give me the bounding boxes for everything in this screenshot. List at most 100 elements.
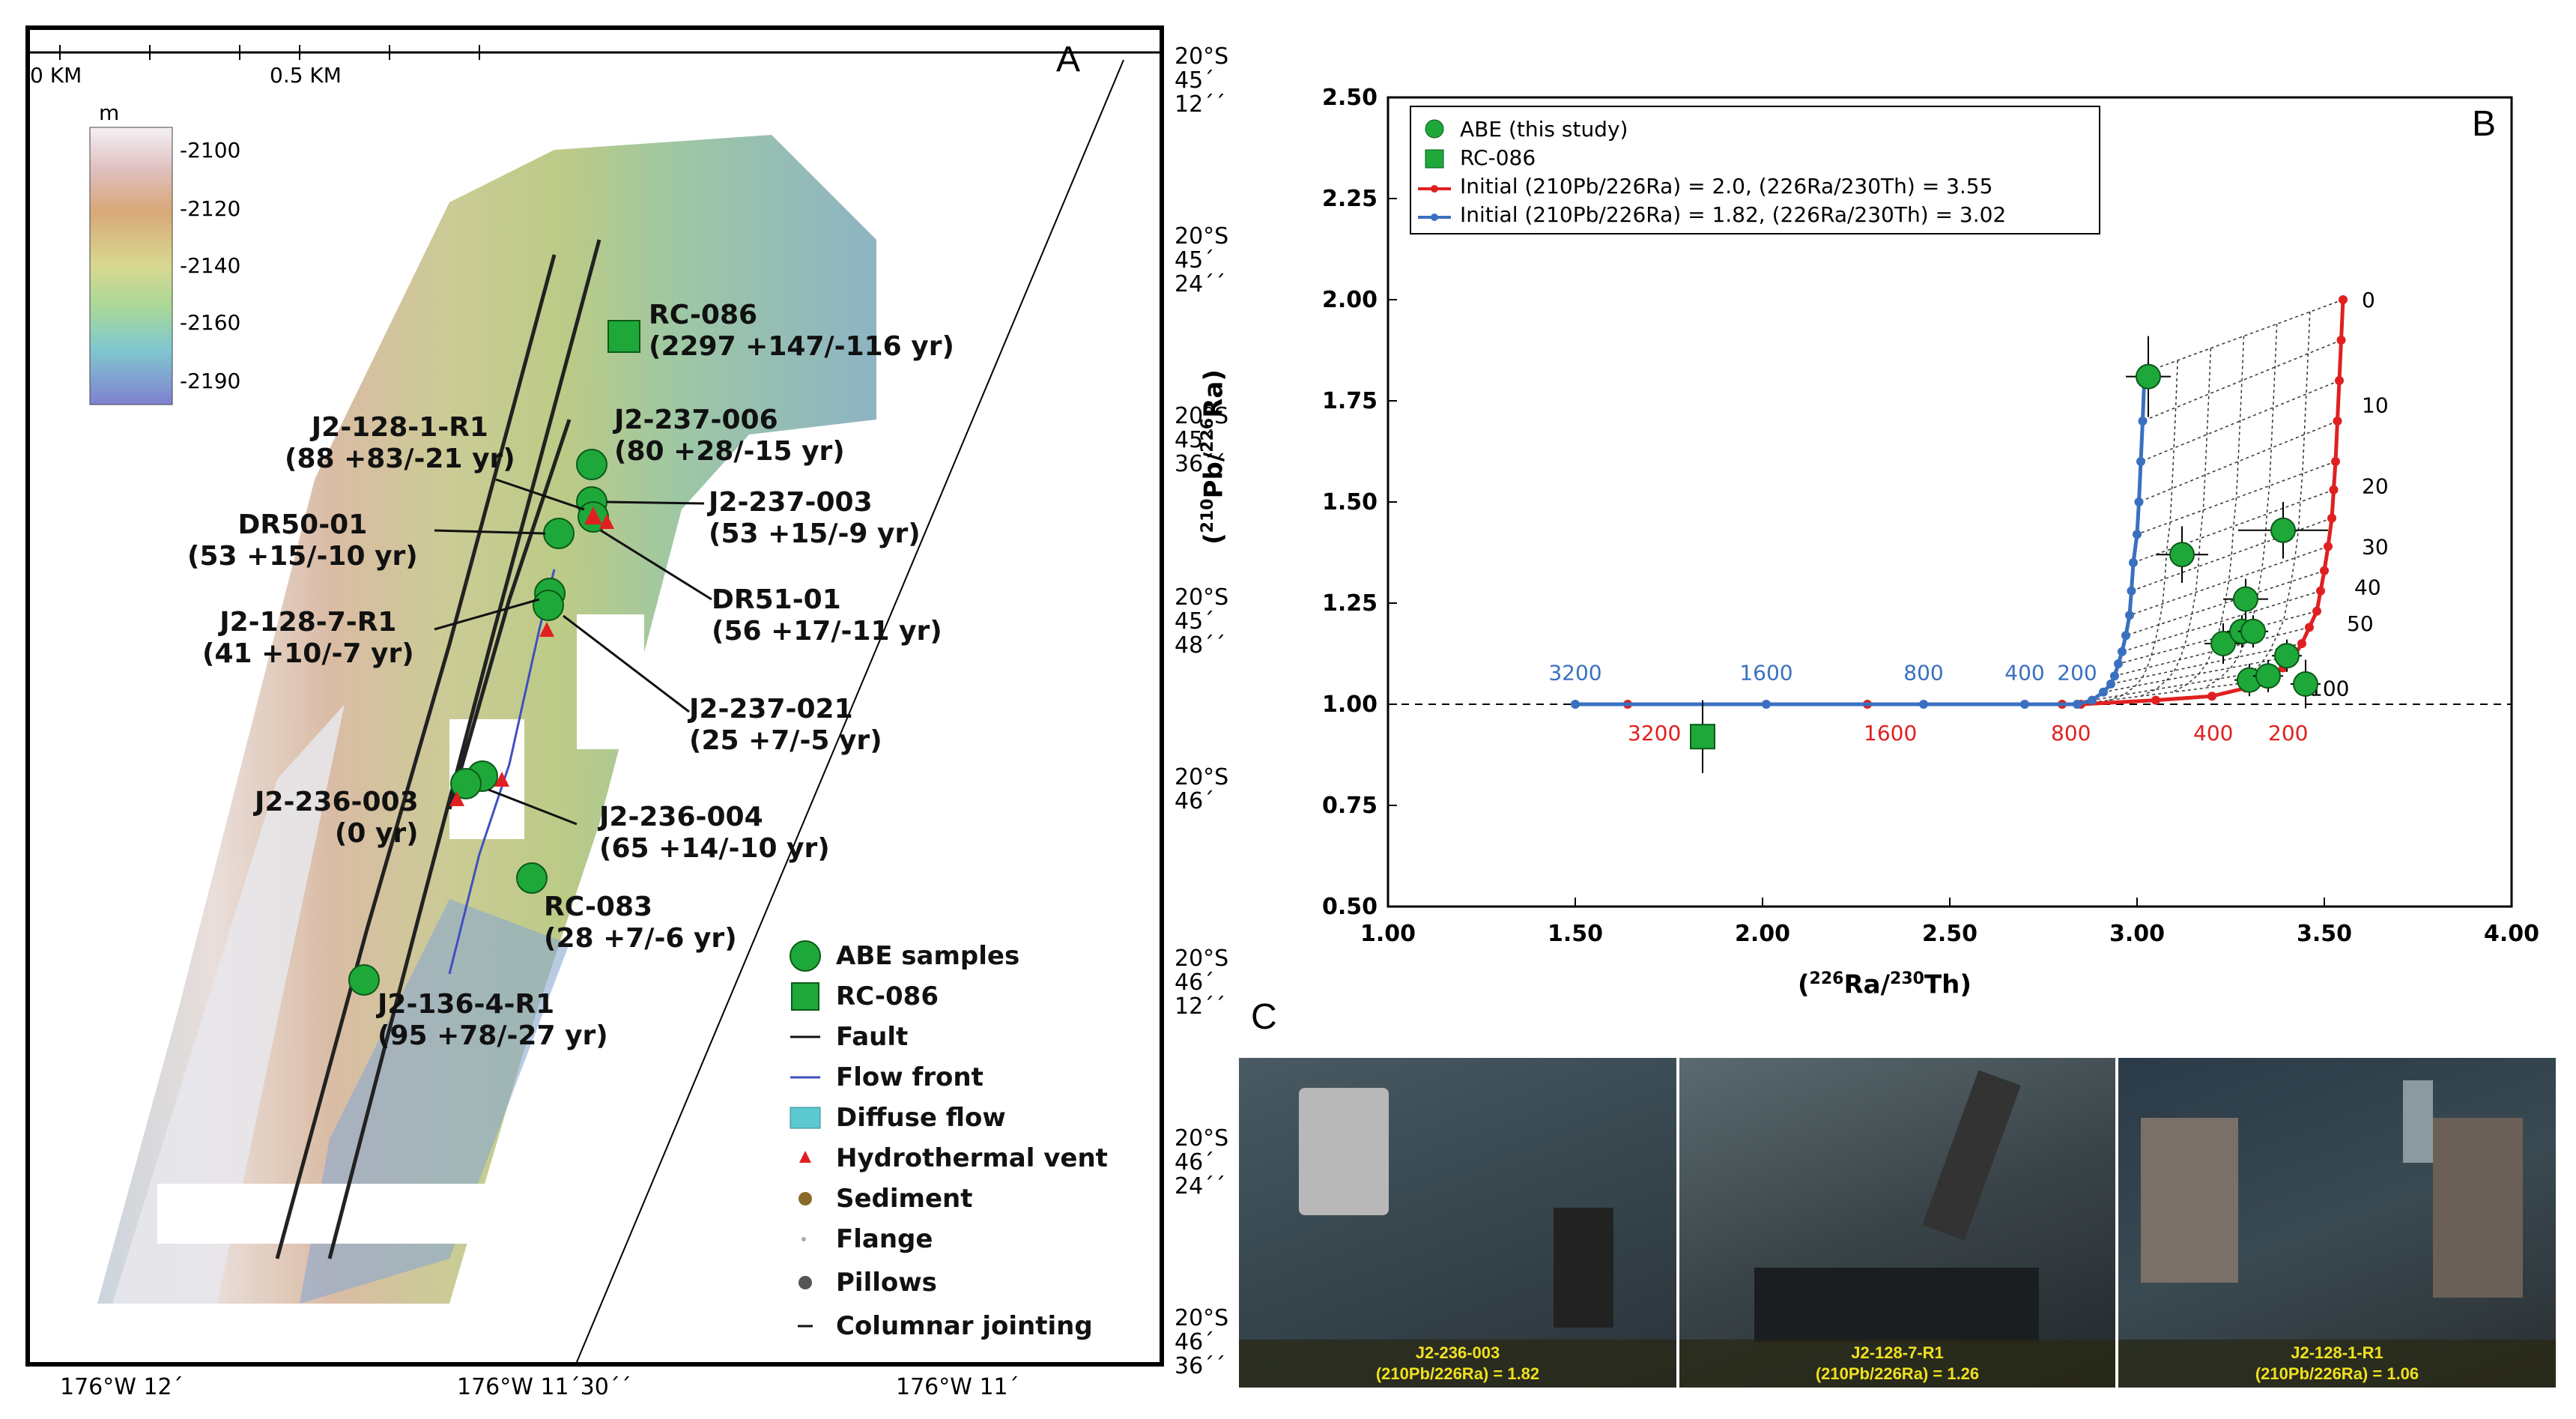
blue-evolution-curve-point [1919,700,1928,709]
sample-label-j2-128-7-r1: J2-128-7-R1 (41 +10/-7 yr) [202,607,414,669]
red-evolution-curve-point [2151,695,2160,705]
lon-label: 176°W 11´30´´ [457,1374,631,1400]
blue-age-label: 400 [2004,661,2044,686]
lat-label: 20°S 46´ 24´´ [1175,1125,1229,1199]
x-tick-label: 2.50 [1922,921,1978,947]
sample-label-j2-237-021: J2-237-021 (25 +7/-5 yr) [689,694,882,756]
lat-label: 20°S 45´ 48´´ [1175,584,1229,659]
mixing-line [2109,360,2178,701]
bathymetry-map [30,45,1160,1362]
legend-sediment: Sediment [836,1184,973,1214]
red-age-label: 50 [2347,611,2374,636]
blue-age-label: 800 [1903,661,1943,686]
isotope-ratio-chart: 1.00 1.50 2.00 2.50 3.00 3.50 4.00 0.50 0.75 1.00… [1322,85,2539,947]
red-age-label: 10 [2362,393,2389,417]
isochron-line [2129,545,2329,616]
y-tick-label: 2.25 [1322,186,1378,212]
red-evolution-curve-point [2335,376,2344,385]
photo-caption: J2-128-1-R1 (210Pb/226Ra) = 1.06 [2118,1340,2556,1388]
red-evolution-curve-point [2316,586,2325,596]
red-age-label: 800 [2051,721,2091,745]
blue-evolution-curve-point [2133,530,2142,539]
legend-entry: RC-086 [1460,145,1536,170]
blue-evolution-curve-point [2106,680,2115,689]
red-evolution-curve-point [2327,513,2336,523]
red-age-label: 1600 [1864,721,1917,745]
abe-data-point [2210,631,2236,656]
isochron-line [2144,299,2344,373]
lat-label: 20°S 45´ 36´´ [1175,403,1229,477]
blue-evolution-curve-point [1571,700,1580,709]
scale-label-right: 0.5 KM [270,63,342,88]
isochron-line [2121,590,2321,653]
legend-rc086-symbol [1425,149,1444,169]
legend-pillows: Pillows [836,1268,937,1298]
y-tick-label: 1.50 [1322,489,1378,515]
legend-entry: ABE (this study) [1460,117,1628,142]
red-age-label: 30 [2362,534,2389,559]
y-tick-label: 1.75 [1322,388,1378,414]
blue-evolution-curve-point [2134,497,2144,506]
blue-evolution-curve-point [2073,700,2082,709]
red-age-label: 3200 [1628,721,1681,745]
red-evolution-curve-point [2339,295,2348,304]
red-evolution-curve-point [2329,485,2339,494]
abe-data-point [2233,586,2258,612]
blue-evolution-curve-point [2020,700,2029,709]
colorbar-tick: -2190 [180,369,241,393]
sample-label-j2-236-003: J2-236-003 (0 yr) [255,787,419,849]
abe-data-point [2136,363,2161,390]
legend-columnar-jointing: Columnar jointing [836,1311,1093,1341]
legend-rc086: RC-086 [836,981,939,1011]
blue-evolution-curve-point [2129,558,2138,567]
panel-letter: A [1056,40,1081,79]
sample-label-j2-237-006: J2-237-006 (80 +28/-15 yr) [614,405,845,467]
abe-data-point [2255,663,2281,689]
sample-label-rc086: RC-086 (2297 +147/-116 yr) [649,300,954,362]
lat-label: 20°S 45´ 12´´ [1175,43,1229,118]
blue-evolution-curve-point [2121,631,2130,641]
abe-data-point [2293,671,2318,697]
lon-label: 176°W 12´ [60,1374,184,1400]
blue-evolution-curve-point [2125,611,2134,620]
red-evolution-curve-point [2331,457,2340,466]
red-evolution-curve-point [2207,692,2216,701]
legend-hydrothermal-vent: Hydrothermal vent [836,1143,1108,1173]
red-age-label: 0 [2362,288,2375,312]
x-tick-label: 3.50 [2297,921,2352,947]
lat-label: 20°S 46´ 36´´ [1175,1305,1229,1379]
blue-evolution-curve-point [2114,659,2123,668]
blue-evolution-curve-point [2110,671,2119,681]
seafloor-photo-2: J2-128-7-R1 (210Pb/226Ra) = 1.26 [1679,1058,2115,1388]
red-age-label: 400 [2193,721,2233,745]
x-axis-label: (226Ra/230Th) [1798,969,1972,1000]
sample-label-j2-136-4-r1: J2-136-4-R1 (95 +78/-27 yr) [378,989,608,1051]
y-axis-label: (210Pb/226Ra) [1198,369,1229,545]
abe-data-point [2169,542,2195,568]
lat-label: 20°S 46´ 12´´ [1175,946,1229,1020]
red-evolution-curve-point [2297,639,2306,648]
red-evolution-curve-point [2336,336,2346,345]
red-age-label: 40 [2354,575,2381,599]
blue-evolution-curve-point [1762,700,1771,709]
y-tick-label: 2.50 [1322,85,1378,111]
x-tick-label: 1.50 [1548,921,1603,947]
colorbar-tick: -2100 [180,138,241,163]
colorbar-tick: -2120 [180,196,241,221]
x-tick-label: 3.00 [2109,921,2165,947]
legend-flange: Flange [836,1224,933,1254]
sample-label-j2-237-003: J2-237-003 (53 +15/-9 yr) [709,487,921,549]
x-tick-label: 4.00 [2484,921,2539,947]
blue-evolution-curve-point [2138,417,2148,426]
mixing-line [2172,336,2245,693]
blue-evolution-curve-point [2127,586,2136,596]
y-tick-label: 0.50 [1322,894,1378,920]
red-evolution-curve-point [2312,606,2321,616]
red-evolution-curve-point [2320,566,2329,575]
sample-label-j2-128-1-r1: J2-128-1-R1 (88 +83/-21 yr) [285,412,515,474]
abe-data-point [2240,618,2266,644]
mixing-line [2140,348,2212,697]
legend-abe-samples: ABE samples [836,941,1020,971]
legend-fault: Fault [836,1022,909,1052]
y-tick-label: 1.00 [1322,692,1378,718]
